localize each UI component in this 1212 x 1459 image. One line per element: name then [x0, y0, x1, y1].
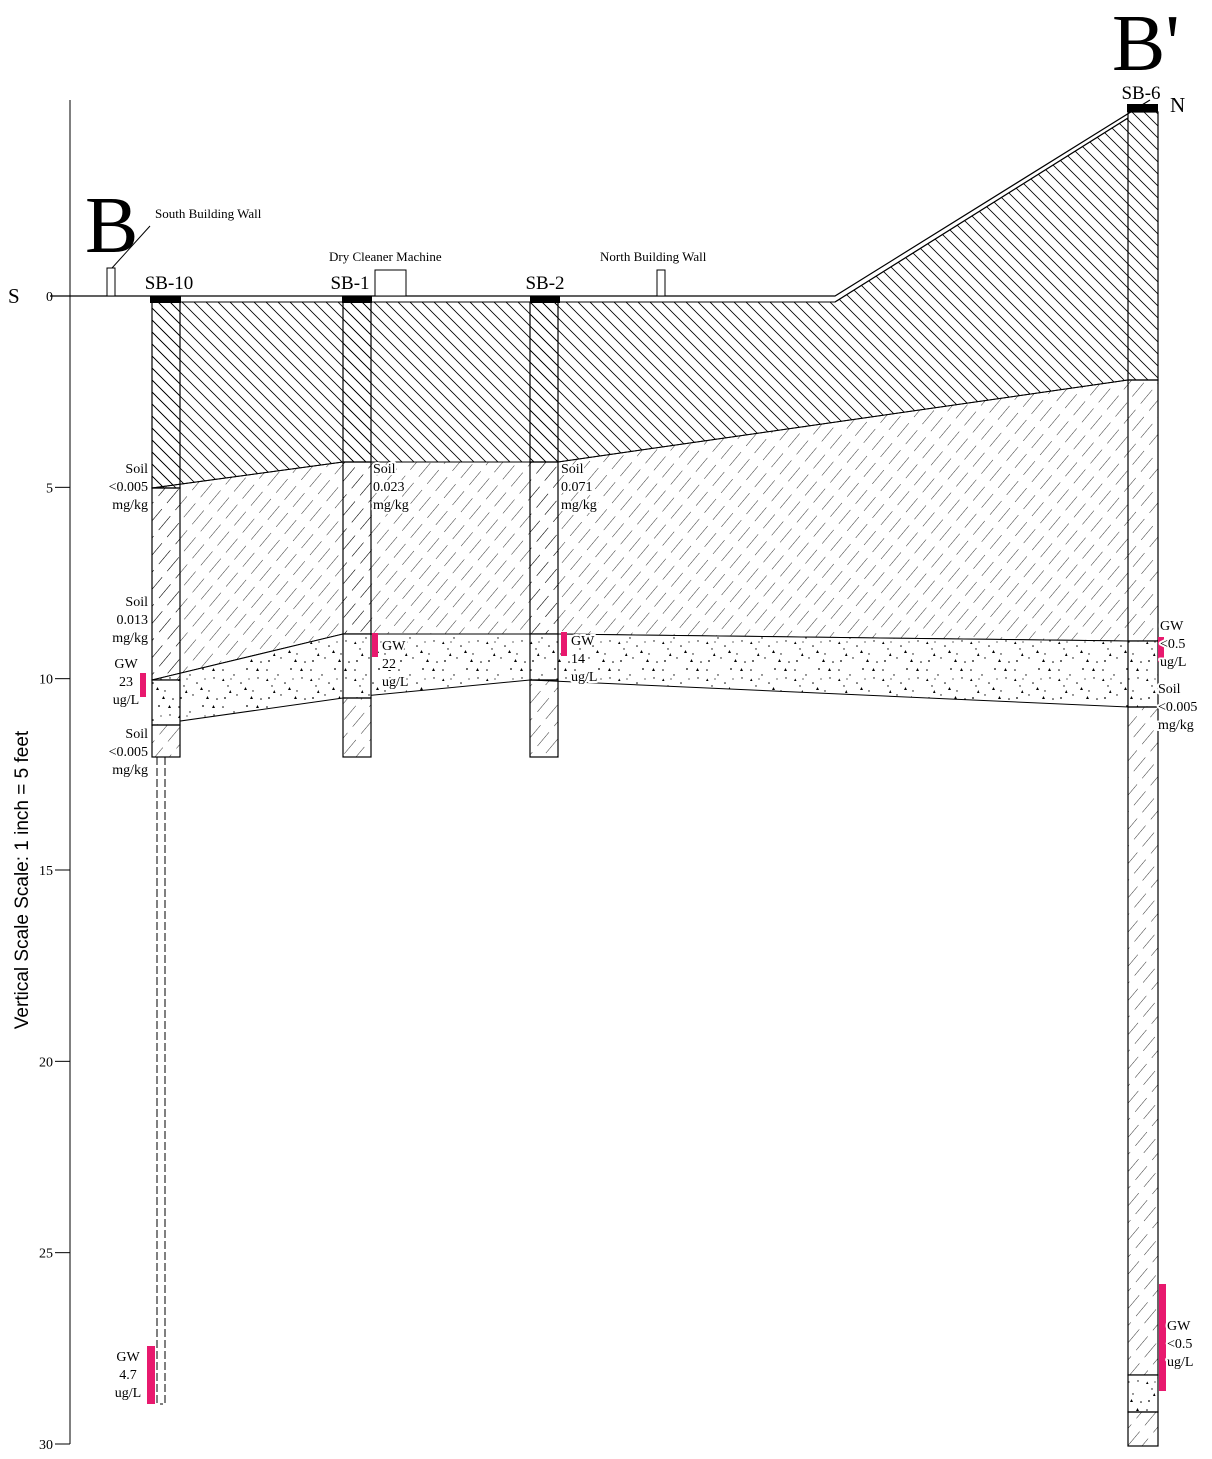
sample-label: mg/kg: [112, 763, 148, 778]
boring: [343, 634, 371, 698]
sample-label: ug/L: [1167, 1355, 1193, 1370]
sample-label: GW: [382, 639, 406, 654]
boring: [530, 302, 558, 462]
sample-label: GW: [114, 657, 138, 672]
boring: [343, 302, 371, 462]
dry-cleaner-machine: [375, 270, 406, 296]
section-start: B: [85, 182, 138, 270]
boring: [1128, 641, 1158, 707]
boring: [152, 680, 180, 725]
sample-label: Soil: [125, 595, 148, 610]
sample-label: <0.005: [109, 745, 148, 760]
tick-label: 0: [46, 290, 53, 305]
screen: [140, 673, 146, 697]
sample-label: ug/L: [115, 1386, 141, 1401]
boring: [1128, 1412, 1158, 1446]
sample-label: Soil: [373, 462, 396, 477]
depth-axis-label: Vertical Scale Scale: 1 inch = 5 feet: [12, 730, 33, 1029]
screen: [372, 633, 378, 657]
tick-label: 30: [39, 1438, 53, 1453]
gw-screens: [140, 632, 1166, 1404]
sample-label: Soil: [561, 462, 584, 477]
tick-label: 25: [39, 1247, 53, 1262]
sample-label: GW: [1160, 619, 1184, 634]
sample-label: GW: [116, 1350, 140, 1365]
boring: [152, 302, 180, 488]
boring: [343, 698, 371, 757]
sample-label: 0.023: [373, 480, 405, 495]
boring: [530, 634, 558, 680]
sample-label: mg/kg: [561, 498, 597, 513]
sample-label: 0.071: [561, 480, 593, 495]
north-label: N: [1170, 93, 1185, 117]
screen: [147, 1346, 155, 1404]
boring: [530, 680, 558, 757]
tick-label: 20: [39, 1055, 53, 1070]
boring: [152, 488, 180, 680]
sample-label: ug/L: [113, 693, 139, 708]
sample-label: Soil: [125, 727, 148, 742]
south-wall: [107, 268, 115, 296]
boring: [1128, 380, 1158, 641]
page: {"title_left":"B","title_right":"B'", "d…: [0, 0, 1212, 1454]
cap: [342, 296, 372, 303]
tick-label: 5: [46, 481, 53, 496]
sample-label: 23: [119, 675, 133, 690]
sample-label: <0.5: [1160, 637, 1185, 652]
tick-label: 10: [39, 673, 53, 688]
sample-label: <0.005: [1158, 700, 1197, 715]
screen: [1159, 1284, 1166, 1391]
boring-label: SB-2: [525, 273, 564, 294]
cap: [530, 296, 560, 303]
sample-label: GW: [1167, 1319, 1191, 1334]
boring: [152, 725, 180, 757]
boring-label: SB-6: [1121, 83, 1160, 104]
sample-label: 0.013: [117, 613, 149, 628]
screen: [561, 632, 567, 656]
sample-label: mg/kg: [112, 631, 148, 646]
landmark-label: South Building Wall: [155, 206, 262, 221]
sample-label: GW: [571, 634, 595, 649]
tick-label: 15: [39, 864, 53, 879]
sample-label: ug/L: [382, 675, 408, 690]
landmark-label: Dry Cleaner Machine: [329, 249, 442, 264]
sample-label: <0.005: [109, 480, 148, 495]
sample-label: mg/kg: [1158, 718, 1194, 733]
sample-label: <0.5: [1167, 1337, 1192, 1352]
sample-label: ug/L: [1160, 655, 1186, 670]
section-end: B': [1112, 0, 1180, 88]
cap: [150, 296, 181, 303]
boring: [1128, 112, 1158, 380]
boring: [343, 462, 371, 634]
landmark-label: North Building Wall: [600, 249, 707, 264]
sample-label: 22: [382, 657, 396, 672]
sample-label: Soil: [1158, 682, 1181, 697]
boring: [530, 462, 558, 634]
sample-label: 14: [571, 652, 585, 667]
south-label: S: [8, 284, 20, 308]
sample-label: 4.7: [119, 1368, 137, 1383]
well-extension: [157, 757, 165, 1404]
sample-label: mg/kg: [112, 498, 148, 513]
sample-label: Soil: [125, 462, 148, 477]
boring-label: SB-10: [145, 273, 194, 294]
cross-section: B B' S N South Building Wall Dry Cleaner…: [0, 0, 1212, 1454]
cap: [1127, 104, 1158, 112]
boring: [1128, 707, 1158, 1375]
boring-label: SB-1: [330, 273, 369, 294]
sample-label: ug/L: [571, 670, 597, 685]
sand-layer: [152, 634, 1128, 725]
sample-label: mg/kg: [373, 498, 409, 513]
north-wall: [657, 270, 665, 296]
boring: [1128, 1375, 1158, 1412]
